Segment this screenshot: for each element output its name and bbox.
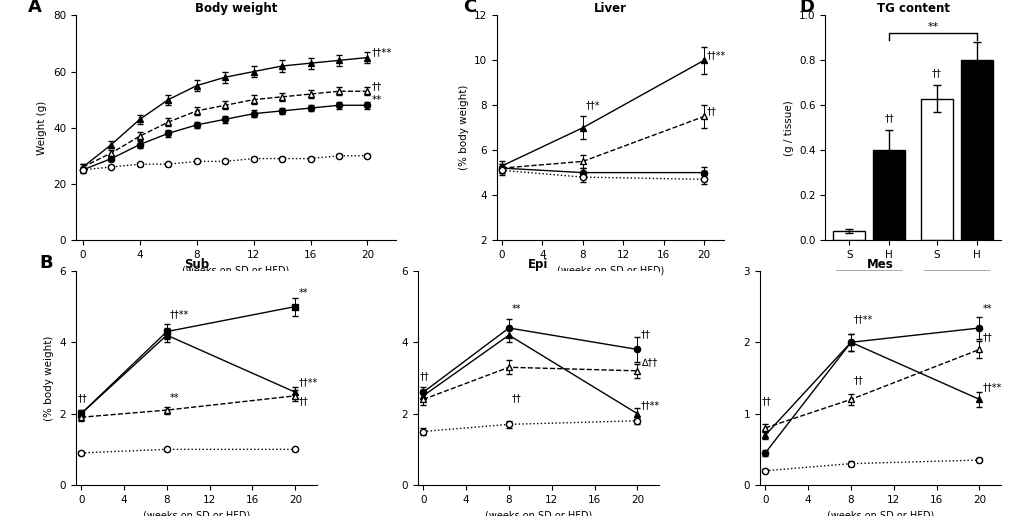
X-axis label: (weeks on SD or HFD): (weeks on SD or HFD) (827, 510, 934, 516)
Text: **: ** (372, 95, 382, 105)
Text: MC4R: MC4R (941, 283, 974, 293)
Text: ††**: ††** (372, 47, 392, 58)
Text: ††**: ††** (170, 309, 189, 319)
X-axis label: (weeks on SD or HFD): (weeks on SD or HFD) (484, 510, 592, 516)
Text: ††: †† (762, 396, 771, 407)
Text: ††: †† (641, 329, 650, 338)
Bar (833, 231, 865, 240)
Text: B: B (39, 254, 54, 272)
Text: ††**: ††** (983, 382, 1002, 392)
Text: ††**: ††** (298, 377, 317, 387)
Title: Liver: Liver (594, 3, 627, 15)
Title: Mes: Mes (867, 258, 894, 271)
Text: D: D (799, 0, 814, 15)
Title: Body weight: Body weight (195, 3, 277, 15)
Text: ††: †† (372, 81, 382, 91)
X-axis label: (weeks on SD or HFD): (weeks on SD or HFD) (182, 265, 289, 275)
Y-axis label: (g / tissue): (g / tissue) (784, 100, 794, 156)
Text: **: ** (513, 304, 522, 314)
Y-axis label: (% body weight): (% body weight) (459, 85, 468, 170)
X-axis label: (weeks on SD or HFD): (weeks on SD or HFD) (557, 265, 664, 275)
Text: ††: †† (420, 372, 430, 381)
Title: Epi: Epi (528, 258, 549, 271)
Text: ††**: ††** (707, 51, 726, 60)
Text: **: ** (170, 393, 180, 403)
Text: ††*: ††* (586, 100, 601, 110)
Bar (874, 150, 905, 240)
Text: WT: WT (860, 283, 879, 293)
Text: A: A (28, 0, 41, 15)
X-axis label: (weeks on SD or HFD): (weeks on SD or HFD) (143, 510, 250, 516)
Text: ††: †† (707, 106, 717, 117)
Text: ††: †† (885, 113, 894, 123)
Text: ††: †† (932, 68, 942, 78)
Text: **: ** (927, 22, 938, 33)
Y-axis label: (% body weight): (% body weight) (43, 335, 54, 421)
Text: **: ** (298, 287, 308, 298)
Title: Sub: Sub (184, 258, 209, 271)
Text: ∆††: ∆†† (641, 357, 657, 367)
Text: **: ** (983, 304, 992, 314)
Text: ††: †† (78, 393, 88, 403)
Text: ††: †† (983, 332, 993, 342)
Text: ††**: ††** (641, 400, 660, 410)
Text: ††**: ††** (854, 314, 874, 325)
Text: ††: †† (854, 375, 864, 385)
Title: TG content: TG content (877, 3, 949, 15)
Bar (961, 60, 993, 240)
Text: C: C (463, 0, 476, 15)
Bar (921, 99, 953, 240)
Text: ††: †† (298, 396, 308, 407)
Y-axis label: Weight (g): Weight (g) (37, 101, 48, 155)
Text: ††: †† (513, 393, 522, 403)
